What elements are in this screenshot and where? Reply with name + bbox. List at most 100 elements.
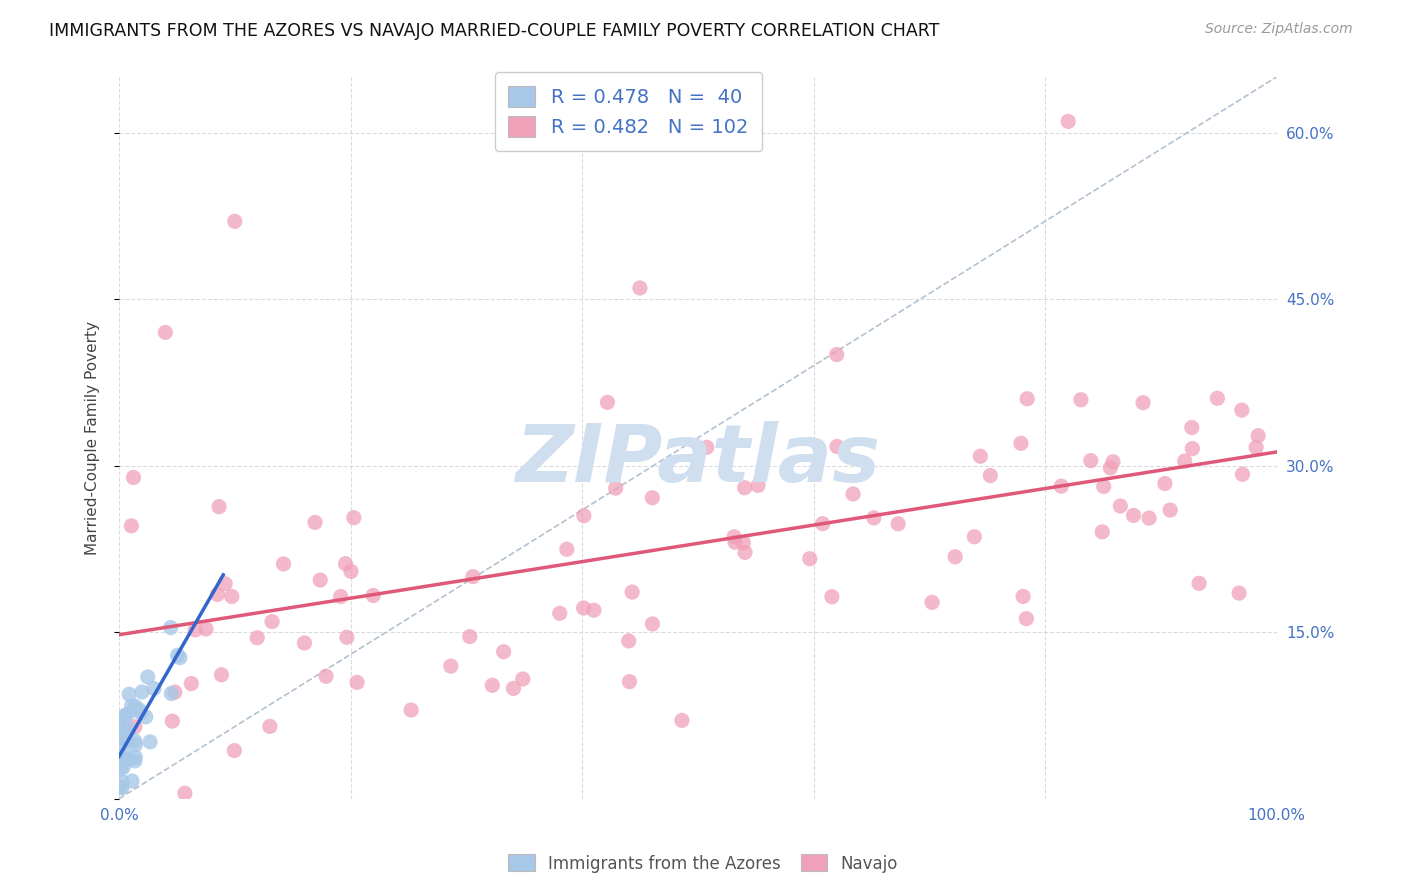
Point	[309, 573, 332, 587]
Point	[1230, 403, 1253, 417]
Legend: R = 0.478   N =  40, R = 0.482   N = 102: R = 0.478 N = 40, R = 0.482 N = 102	[495, 72, 762, 151]
Point	[1109, 499, 1132, 513]
Point	[596, 395, 619, 409]
Point	[124, 733, 146, 747]
Point	[346, 675, 368, 690]
Point	[1010, 436, 1032, 450]
Point	[1012, 590, 1035, 604]
Point	[1015, 612, 1038, 626]
Point	[111, 780, 134, 795]
Point	[696, 440, 718, 454]
Point	[118, 687, 141, 701]
Point	[617, 634, 640, 648]
Point	[734, 481, 756, 495]
Point	[166, 648, 188, 663]
Point	[1017, 392, 1039, 406]
Point	[1050, 479, 1073, 493]
Point	[184, 623, 207, 637]
Point	[159, 621, 181, 635]
Point	[329, 590, 352, 604]
Point	[1227, 586, 1250, 600]
Point	[1188, 576, 1211, 591]
Point	[259, 719, 281, 733]
Point	[1132, 395, 1154, 409]
Point	[315, 669, 337, 683]
Point	[124, 699, 146, 714]
Point	[621, 585, 644, 599]
Point	[734, 545, 756, 559]
Point	[582, 603, 605, 617]
Point	[1070, 392, 1092, 407]
Point	[122, 470, 145, 484]
Point	[1122, 508, 1144, 523]
Point	[1080, 453, 1102, 467]
Point	[335, 557, 357, 571]
Point	[572, 508, 595, 523]
Point	[111, 775, 134, 789]
Point	[1247, 428, 1270, 442]
Point	[115, 733, 138, 747]
Point	[174, 786, 197, 800]
Point	[108, 748, 131, 763]
Point	[361, 589, 384, 603]
Point	[1091, 524, 1114, 539]
Point	[118, 722, 141, 736]
Point	[821, 590, 844, 604]
Point	[221, 590, 243, 604]
Point	[943, 549, 966, 564]
Point	[111, 712, 134, 726]
Point	[114, 727, 136, 741]
Point	[458, 630, 481, 644]
Point	[108, 750, 131, 764]
Point	[129, 706, 152, 720]
Point	[135, 710, 157, 724]
Point	[399, 703, 422, 717]
Point	[111, 726, 134, 740]
Point	[747, 478, 769, 492]
Point	[124, 754, 146, 768]
Point	[124, 738, 146, 752]
Point	[224, 743, 246, 757]
Legend: Immigrants from the Azores, Navajo: Immigrants from the Azores, Navajo	[502, 847, 904, 880]
Point	[512, 672, 534, 686]
Point	[121, 698, 143, 713]
Point	[143, 681, 166, 696]
Point	[136, 670, 159, 684]
Point	[1232, 467, 1254, 482]
Point	[209, 667, 232, 681]
Point	[1102, 455, 1125, 469]
Point	[1206, 391, 1229, 405]
Point	[207, 587, 229, 601]
Point	[162, 714, 184, 728]
Point	[969, 449, 991, 463]
Point	[246, 631, 269, 645]
Point	[111, 736, 134, 750]
Point	[208, 500, 231, 514]
Point	[160, 686, 183, 700]
Point	[1154, 476, 1177, 491]
Point	[921, 595, 943, 609]
Point	[825, 440, 848, 454]
Point	[169, 650, 191, 665]
Point	[124, 720, 146, 734]
Point	[195, 622, 218, 636]
Point	[723, 530, 745, 544]
Text: Source: ZipAtlas.com: Source: ZipAtlas.com	[1205, 22, 1353, 37]
Point	[724, 535, 747, 549]
Point	[121, 774, 143, 789]
Point	[118, 752, 141, 766]
Point	[124, 750, 146, 764]
Point	[110, 723, 132, 737]
Point	[641, 616, 664, 631]
Point	[799, 551, 821, 566]
Point	[111, 754, 134, 768]
Point	[120, 518, 142, 533]
Point	[1244, 441, 1267, 455]
Point	[131, 685, 153, 699]
Point	[733, 536, 755, 550]
Point	[343, 510, 366, 524]
Point	[111, 731, 134, 746]
Point	[671, 714, 693, 728]
Point	[262, 615, 284, 629]
Point	[842, 487, 865, 501]
